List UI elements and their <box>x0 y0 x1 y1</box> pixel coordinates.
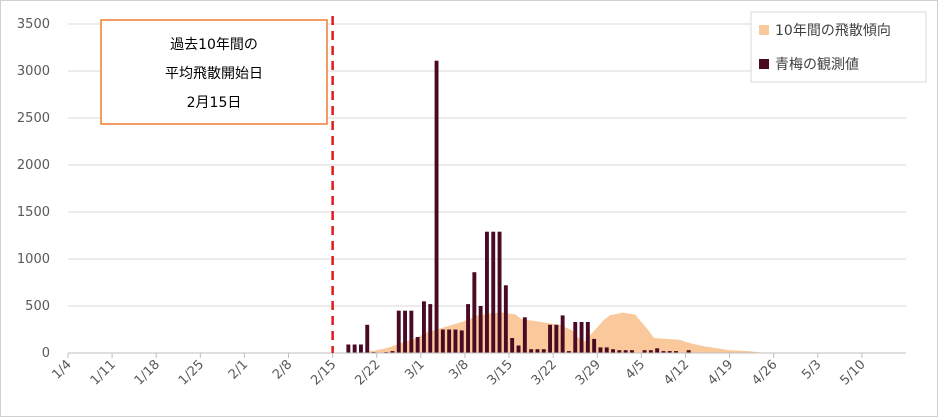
x-tick-label: 4/5 <box>623 357 648 382</box>
x-tick-label: 2/1 <box>226 357 251 382</box>
observation-bar <box>352 344 357 353</box>
x-tick-label: 2/15 <box>308 357 339 388</box>
observation-bar <box>497 231 502 353</box>
observation-bar <box>434 60 439 353</box>
observation-bar <box>535 349 540 353</box>
observation-bar <box>623 350 628 353</box>
legend: 10年間の飛散傾向 青梅の観測値 <box>750 11 927 83</box>
observation-bar <box>567 351 571 353</box>
observation-bar <box>522 317 527 353</box>
annotation-line-3: 2月15日 <box>187 95 242 111</box>
observation-bar <box>560 315 565 353</box>
observation-bar <box>453 329 458 353</box>
observation-bar <box>548 324 552 353</box>
y-tick-label: 1500 <box>17 205 50 220</box>
legend-swatch-trend <box>759 25 769 35</box>
observation-bar <box>466 304 470 353</box>
observation-bar <box>661 351 666 353</box>
y-tick-label: 2500 <box>17 111 50 126</box>
observation-bar <box>403 310 407 353</box>
observation-bar <box>573 322 578 353</box>
observation-bar <box>491 231 496 353</box>
y-tick-label: 3500 <box>17 17 50 32</box>
legend-frame <box>750 11 927 83</box>
trend-area <box>345 312 774 353</box>
observation-bar <box>359 344 363 353</box>
trend-area-layer <box>345 312 774 353</box>
observation-bar <box>390 351 395 353</box>
observation-bar <box>686 350 691 353</box>
x-tick-label: 2/8 <box>270 357 295 382</box>
observation-bar <box>447 329 452 353</box>
x-tick-label: 3/29 <box>573 357 604 388</box>
observation-bar <box>585 322 590 353</box>
observation-bar <box>579 322 584 353</box>
observation-bar <box>617 350 622 353</box>
observation-bar <box>541 349 546 353</box>
x-tick-label: 2/22 <box>352 357 383 388</box>
observation-bar <box>648 350 653 353</box>
x-tick-label: 3/22 <box>529 357 560 388</box>
annotation-frame <box>100 19 328 125</box>
observation-bars <box>346 60 691 353</box>
x-tick-label: 3/15 <box>485 357 516 388</box>
observation-bar <box>642 350 647 353</box>
observation-bar <box>667 351 672 353</box>
x-tick-label: 1/25 <box>176 357 207 388</box>
observation-bar <box>478 306 483 353</box>
legend-swatch-observed <box>759 59 769 69</box>
observation-bar <box>554 324 559 353</box>
observation-bar <box>472 272 477 353</box>
observation-bar <box>592 338 597 353</box>
annotation-line-2: 平均飛散開始日 <box>165 66 263 82</box>
observation-bar <box>440 329 445 353</box>
observation-bar <box>611 349 615 353</box>
y-tick-label: 0 <box>42 346 50 361</box>
x-tick-label: 3/1 <box>402 357 427 382</box>
y-tick-label: 2000 <box>17 158 50 173</box>
observation-bar <box>516 345 521 353</box>
annotation-line-1: 過去10年間の <box>170 37 258 53</box>
x-tick-label: 5/3 <box>799 357 824 382</box>
observation-bar <box>598 347 603 353</box>
observation-bar <box>459 330 464 353</box>
observation-bar <box>529 349 534 353</box>
y-tick-label: 1000 <box>17 252 50 267</box>
observation-bar <box>415 337 420 353</box>
annotation-box: 過去10年間の 平均飛散開始日 2月15日 <box>100 19 328 125</box>
observation-bar <box>604 347 609 353</box>
observation-bar <box>365 324 370 353</box>
observation-bar <box>674 351 678 353</box>
observation-bar <box>422 301 426 353</box>
y-tick-label: 3000 <box>17 64 50 79</box>
x-tick-label: 5/10 <box>837 357 868 388</box>
observation-bar <box>485 231 489 353</box>
x-tick-label: 4/26 <box>749 357 780 388</box>
x-tick-label: 3/8 <box>446 357 471 382</box>
x-tick-label: 1/4 <box>49 357 74 382</box>
observation-bar <box>396 310 401 353</box>
x-tick-label: 4/12 <box>661 357 692 388</box>
observation-bar <box>346 344 351 353</box>
legend-label-observed: 青梅の観測値 <box>775 56 859 73</box>
observation-bar <box>428 304 433 353</box>
x-tick-label: 4/19 <box>705 357 736 388</box>
observation-bar <box>630 350 634 353</box>
observation-bar <box>510 338 515 353</box>
observation-bar <box>655 348 660 353</box>
x-tick-label: 1/11 <box>88 357 119 388</box>
y-tick-label: 500 <box>25 299 50 314</box>
legend-label-trend: 10年間の飛散傾向 <box>775 23 891 39</box>
x-tick-label: 1/18 <box>132 357 163 388</box>
observation-bar <box>409 310 414 353</box>
observation-bar <box>503 285 508 353</box>
